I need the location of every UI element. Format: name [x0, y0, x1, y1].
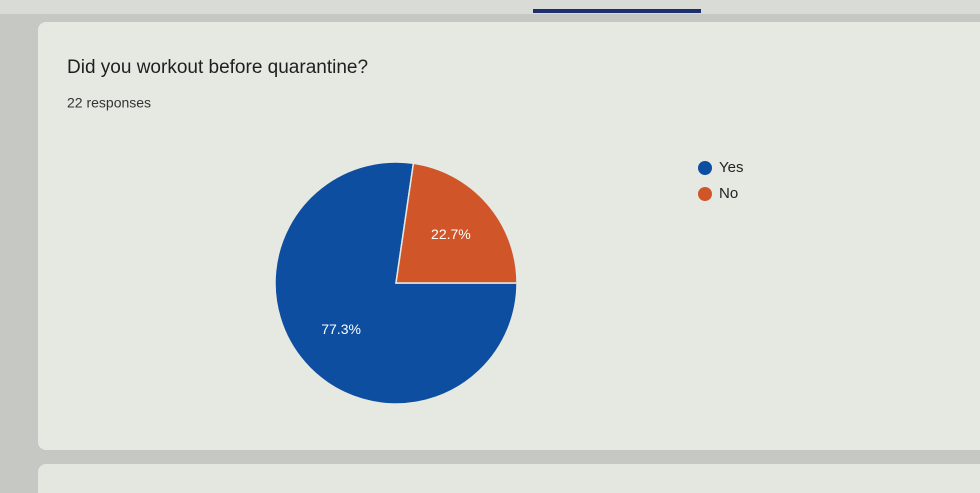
- legend: Yes No: [698, 159, 743, 202]
- legend-label: No: [719, 185, 738, 202]
- slice-label: 77.3%: [321, 321, 361, 337]
- next-card: [38, 464, 980, 493]
- slice-label: 22.7%: [431, 226, 471, 242]
- tab-indicator: [533, 9, 701, 13]
- tab-bar: [0, 0, 980, 14]
- chart-title: Did you workout before quarantine?: [67, 57, 368, 78]
- card: [38, 22, 980, 450]
- legend-swatch: [698, 187, 712, 201]
- legend-swatch: [698, 161, 712, 175]
- pie-slice: [395, 162, 518, 284]
- legend-label: Yes: [719, 159, 743, 176]
- response-count: 22 responses: [67, 95, 151, 111]
- pie: 77.3% 22.7%: [274, 161, 518, 405]
